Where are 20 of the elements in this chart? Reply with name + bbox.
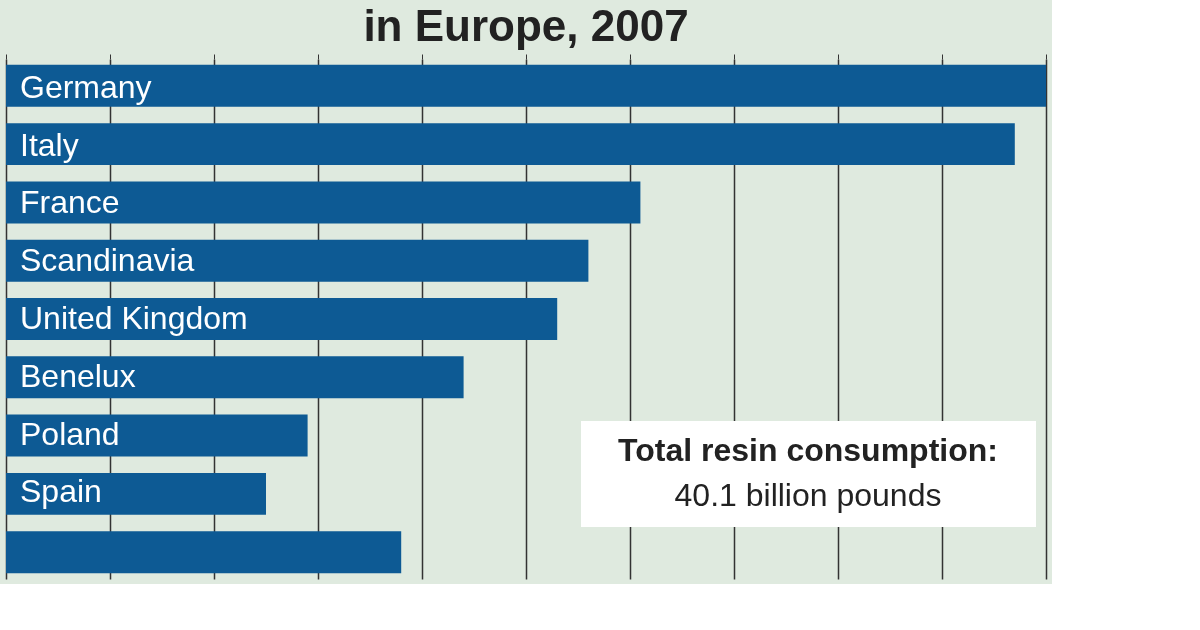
y-tick-label: Italy <box>20 126 79 163</box>
bar <box>6 472 266 515</box>
bar <box>6 181 641 224</box>
bar <box>6 239 589 282</box>
bar <box>6 64 1046 107</box>
y-tick-label: Benelux <box>20 357 136 394</box>
y-tick-label: France <box>20 184 120 221</box>
bar <box>6 123 1015 166</box>
bar <box>6 531 402 574</box>
annotation: 40.1 billion pounds <box>674 477 942 513</box>
y-tick-label: United Kingdom <box>20 300 248 336</box>
y-tick-label: Scandinavia <box>20 242 195 279</box>
bar <box>6 356 464 399</box>
y-tick-label: Spain <box>20 473 102 510</box>
y-tick-label: Germany <box>20 68 152 105</box>
annotation: Total resin consumption: <box>618 432 998 468</box>
chart-title: in Europe, 2007 <box>363 0 689 50</box>
y-tick-label: Poland <box>20 415 120 452</box>
bar <box>6 414 308 457</box>
bar <box>6 298 558 340</box>
